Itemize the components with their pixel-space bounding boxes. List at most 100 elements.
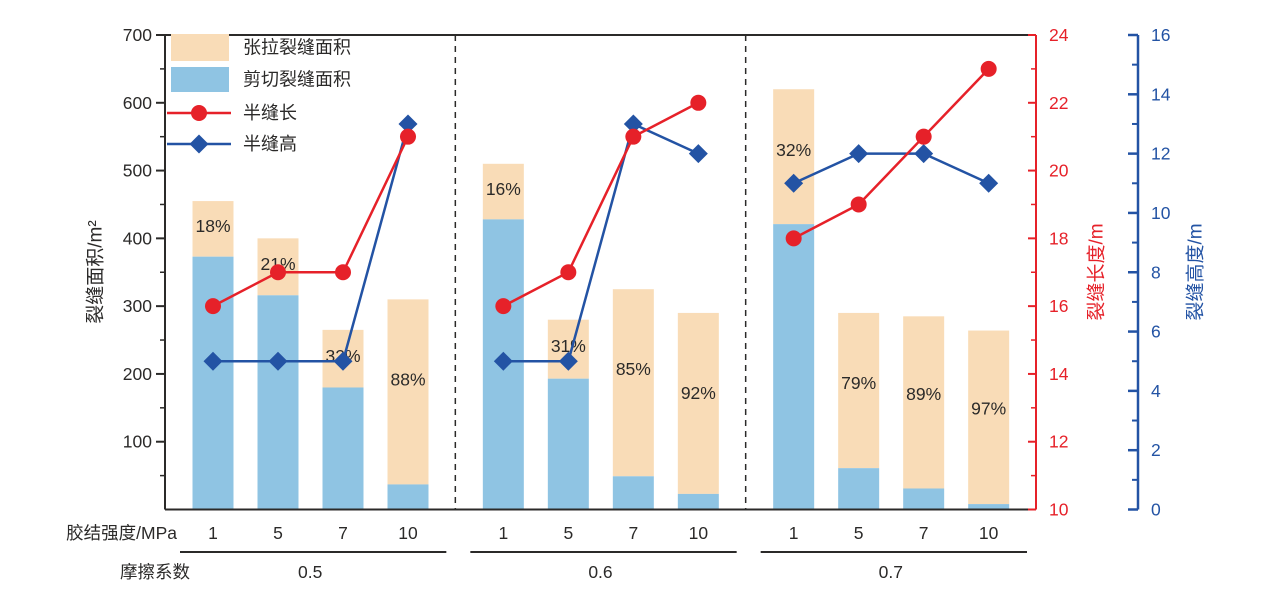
shear-bar-segment: [773, 224, 815, 510]
tensile-bar-segment: [903, 316, 945, 489]
tensile-percent-label: 21%: [260, 254, 295, 274]
red-axis-tick-label: 14: [1049, 364, 1069, 384]
shear-bar-segment: [192, 256, 234, 510]
shear-bar-segment: [547, 378, 589, 510]
shear-bar-segment: [838, 468, 880, 510]
tensile-percent-label: 92%: [681, 383, 716, 403]
half-length-marker: [495, 298, 512, 315]
red-axis-title: 裂缝长度/m: [1086, 223, 1108, 320]
half-length-marker: [400, 128, 416, 145]
half-height-marker: [493, 351, 513, 371]
cement-strength-tick-label: 1: [498, 523, 508, 543]
shear-bar-segment: [612, 476, 654, 510]
cement-strength-row-label: 胶结强度/MPa: [66, 523, 177, 543]
left-axis-tick-label: 200: [123, 364, 152, 384]
cement-strength-tick-label: 1: [208, 523, 218, 543]
legend-tensile-label: 张拉裂缝面积: [243, 38, 351, 58]
cement-strength-tick-label: 10: [398, 523, 418, 543]
blue-axis-tick-label: 4: [1151, 381, 1161, 401]
red-axis-tick-label: 18: [1049, 228, 1068, 248]
tensile-percent-label: 32%: [776, 140, 811, 160]
tensile-percent-label: 79%: [841, 373, 876, 393]
legend-shear-swatch: [171, 67, 229, 92]
left-axis-title: 裂缝面积/m²: [85, 220, 107, 323]
cement-strength-tick-label: 7: [919, 523, 929, 543]
tensile-percent-label: 18%: [195, 216, 230, 236]
half-height-line: [793, 152, 990, 185]
half-height-marker: [398, 114, 418, 134]
tensile-bar-segment: [192, 201, 234, 257]
half-length-line: [793, 68, 990, 240]
cement-strength-tick-label: 5: [563, 523, 573, 543]
tensile-percent-label: 97%: [971, 399, 1006, 419]
tensile-bar-segment: [482, 163, 524, 220]
tensile-percent-label: 85%: [616, 359, 651, 379]
cement-strength-tick-label: 10: [979, 523, 999, 543]
cement-strength-tick-label: 5: [854, 523, 864, 543]
half-length-marker: [205, 298, 221, 315]
blue-axis-tick-label: 8: [1151, 262, 1161, 282]
half-length-line: [502, 101, 699, 308]
red-axis-tick-label: 24: [1049, 25, 1069, 45]
red-axis-tick-label: 16: [1049, 296, 1068, 316]
tensile-percent-label: 89%: [906, 384, 941, 404]
left-axis-tick-label: 300: [123, 296, 152, 316]
half-height-line: [503, 122, 699, 363]
half-length-marker: [625, 128, 642, 145]
blue-axis-tick-label: 0: [1151, 500, 1161, 520]
legend-half-length-marker: [191, 105, 207, 121]
half-height-marker: [979, 173, 999, 193]
half-length-marker: [980, 60, 997, 77]
cement-strength-tick-label: 7: [338, 523, 348, 543]
bars-layer: 18%21%32%88%16%31%85%92%32%79%89%97%: [192, 89, 1010, 510]
tensile-bar-segment: [612, 289, 654, 477]
tensile-percent-label: 16%: [486, 179, 521, 199]
tensile-bar-segment: [773, 89, 815, 225]
left-axis-tick-label: 100: [123, 432, 152, 452]
half-height-marker: [203, 351, 223, 371]
half-height-marker: [914, 144, 934, 164]
shear-bar-segment: [257, 295, 299, 510]
blue-axis-tick-label: 12: [1151, 144, 1170, 164]
tensile-bar-segment: [387, 299, 429, 485]
tensile-bar-segment: [838, 312, 880, 469]
cement-strength-tick-label: 1: [789, 523, 799, 543]
left-axis-tick-label: 500: [123, 161, 152, 181]
half-height-marker: [558, 351, 578, 371]
cement-strength-tick-label: 5: [273, 523, 283, 543]
shear-bar-segment: [322, 387, 364, 510]
red-axis-tick-label: 12: [1049, 432, 1068, 452]
half-length-marker: [915, 128, 932, 145]
shear-bar-segment: [903, 488, 945, 510]
cement-strength-tick-label: 10: [689, 523, 709, 543]
shear-bar-segment: [677, 493, 719, 510]
legend-half-height-marker: [189, 134, 209, 154]
legend-tensile-swatch: [171, 34, 229, 61]
half-length-marker: [335, 264, 351, 281]
half-length-line: [212, 136, 410, 308]
half-height-marker: [623, 114, 643, 134]
left-axis-tick-label: 400: [123, 228, 152, 248]
red-axis-tick-label: 20: [1049, 161, 1069, 181]
tensile-bar-segment: [677, 312, 719, 494]
cement-strength-tick-label: 7: [628, 523, 638, 543]
tensile-bar-segment: [968, 330, 1010, 505]
half-height-marker: [333, 351, 353, 371]
half-length-marker: [560, 264, 577, 281]
half-height-marker: [849, 144, 869, 164]
tensile-percent-label: 88%: [390, 369, 425, 389]
half-height-marker: [268, 351, 288, 371]
blue-axis-title: 裂缝高度/m: [1185, 223, 1207, 320]
half-length-marker: [785, 230, 802, 247]
friction-row-label: 摩擦系数: [120, 562, 190, 582]
shear-bar-segment: [968, 504, 1010, 510]
blue-axis-tick-label: 10: [1151, 203, 1171, 223]
legend-half-length-label: 半缝长: [243, 103, 297, 123]
half-height-marker: [784, 173, 804, 193]
friction-value-label: 0.7: [879, 562, 903, 582]
left-axis-tick-label: 600: [123, 93, 152, 113]
blue-axis-tick-label: 2: [1151, 440, 1161, 460]
